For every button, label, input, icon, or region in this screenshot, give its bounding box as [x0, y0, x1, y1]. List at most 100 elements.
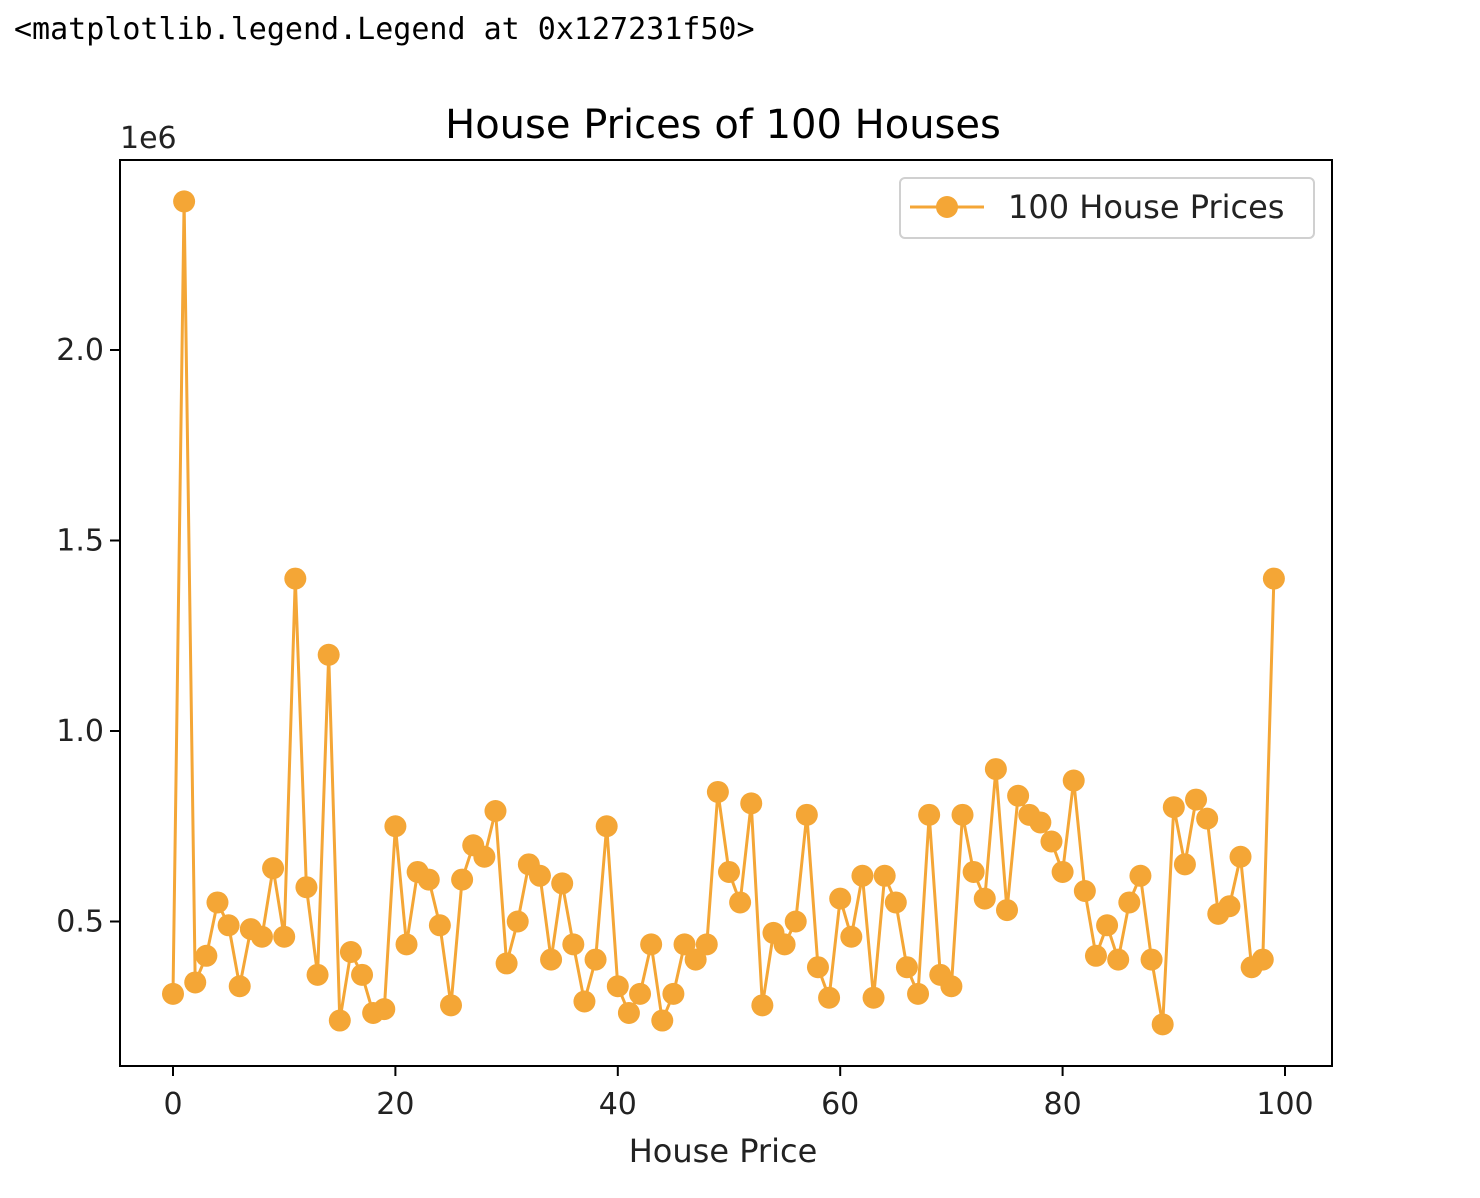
- data-point-marker: [629, 982, 652, 1005]
- y-axis: 0.5 1.0 1.5 2.0: [56, 333, 120, 940]
- data-point-marker: [718, 860, 740, 883]
- y-tick-label: 2.0: [56, 333, 104, 368]
- data-point-marker: [873, 864, 896, 887]
- data-point-marker: [484, 800, 507, 823]
- data-point-marker: [1084, 944, 1107, 967]
- data-point-marker: [773, 933, 796, 956]
- data-point-marker: [1107, 948, 1130, 971]
- data-point-marker: [829, 887, 852, 910]
- x-tick-label: 80: [1044, 1087, 1082, 1122]
- data-point-marker: [1118, 891, 1141, 914]
- data-point-marker: [1262, 567, 1285, 590]
- data-point-marker: [784, 910, 807, 933]
- data-point-marker: [706, 780, 729, 803]
- data-point-marker: [1140, 948, 1163, 971]
- data-point-marker: [1185, 788, 1208, 811]
- data-point-marker: [806, 956, 829, 979]
- data-point-marker: [684, 948, 707, 971]
- data-point-marker: [228, 975, 251, 998]
- data-point-marker: [306, 963, 329, 986]
- data-point-marker: [1051, 860, 1074, 883]
- data-point-marker: [1162, 796, 1185, 819]
- data-point-marker: [317, 643, 340, 666]
- chart-title: House Prices of 100 Houses: [445, 102, 1001, 148]
- data-point-marker: [1062, 769, 1085, 792]
- legend: 100 House Prices: [899, 177, 1315, 239]
- data-point-marker: [173, 190, 196, 213]
- data-point-marker: [1073, 880, 1096, 903]
- data-point-marker: [562, 933, 585, 956]
- data-point-marker: [740, 792, 763, 815]
- data-point-marker: [973, 887, 996, 910]
- data-point-marker: [284, 567, 307, 590]
- x-tick-label: 60: [821, 1087, 859, 1122]
- data-point-marker: [729, 891, 752, 914]
- data-point-marker: [640, 933, 663, 956]
- x-tick-label: 0: [163, 1087, 182, 1122]
- legend-marker-icon: [936, 196, 958, 218]
- data-point-marker: [584, 948, 607, 971]
- data-point-marker: [1196, 807, 1219, 830]
- x-tick-label: 40: [599, 1087, 637, 1122]
- data-point-marker: [551, 872, 574, 895]
- data-point-marker: [907, 982, 930, 1005]
- data-point-marker: [651, 1009, 674, 1032]
- data-point-marker: [1229, 845, 1252, 868]
- data-series: [162, 190, 1285, 1036]
- data-point-marker: [451, 868, 474, 891]
- x-tick-label: 20: [376, 1087, 414, 1122]
- data-point-marker: [617, 1001, 640, 1024]
- data-point-marker: [162, 982, 184, 1005]
- y-tick-label: 1.0: [56, 714, 104, 749]
- data-point-marker: [295, 876, 318, 899]
- legend-box: [899, 177, 1315, 239]
- data-point-marker: [206, 891, 229, 914]
- data-point-marker: [384, 815, 407, 838]
- data-point-marker: [195, 944, 218, 967]
- data-point-marker: [951, 803, 974, 826]
- data-point-marker: [417, 868, 440, 891]
- data-point-marker: [862, 986, 885, 1009]
- data-point-marker: [695, 933, 718, 956]
- data-point-marker: [373, 998, 396, 1021]
- data-point-marker: [184, 971, 207, 994]
- data-point-marker: [996, 899, 1018, 922]
- x-axis-label: House Price: [629, 1132, 818, 1170]
- data-point-marker: [595, 815, 618, 838]
- data-point-marker: [1218, 895, 1241, 918]
- data-point-marker: [606, 975, 629, 998]
- data-point-marker: [473, 845, 496, 868]
- plot-area: [119, 159, 1333, 1067]
- data-point-marker: [1173, 853, 1196, 876]
- data-point-marker: [328, 1009, 351, 1032]
- data-point-marker: [495, 952, 518, 975]
- data-point-marker: [351, 963, 374, 986]
- data-point-marker: [1251, 948, 1274, 971]
- data-point-marker: [540, 948, 563, 971]
- data-point-marker: [1129, 864, 1152, 887]
- data-point-marker: [1040, 830, 1063, 853]
- data-point-marker: [395, 933, 418, 956]
- data-point-marker: [662, 982, 685, 1005]
- data-point-marker: [840, 925, 863, 948]
- data-point-marker: [895, 956, 918, 979]
- data-point-marker: [1007, 784, 1030, 807]
- data-point-marker: [573, 990, 596, 1013]
- data-point-marker: [250, 925, 273, 948]
- data-point-marker: [851, 864, 874, 887]
- data-point-marker: [428, 914, 451, 937]
- data-point-marker: [673, 933, 696, 956]
- data-point-marker: [751, 994, 774, 1017]
- y-tick-label: 0.5: [56, 905, 104, 940]
- data-point-marker: [262, 857, 285, 880]
- data-point-marker: [818, 986, 841, 1009]
- data-point-marker: [918, 803, 941, 826]
- x-tick-label: 100: [1256, 1087, 1313, 1122]
- data-point-marker: [1151, 1013, 1174, 1036]
- data-point-marker: [1029, 811, 1052, 834]
- data-point-marker: [795, 803, 818, 826]
- data-point-marker: [273, 925, 296, 948]
- data-point-marker: [940, 975, 963, 998]
- y-offset-text: 1e6: [120, 121, 177, 156]
